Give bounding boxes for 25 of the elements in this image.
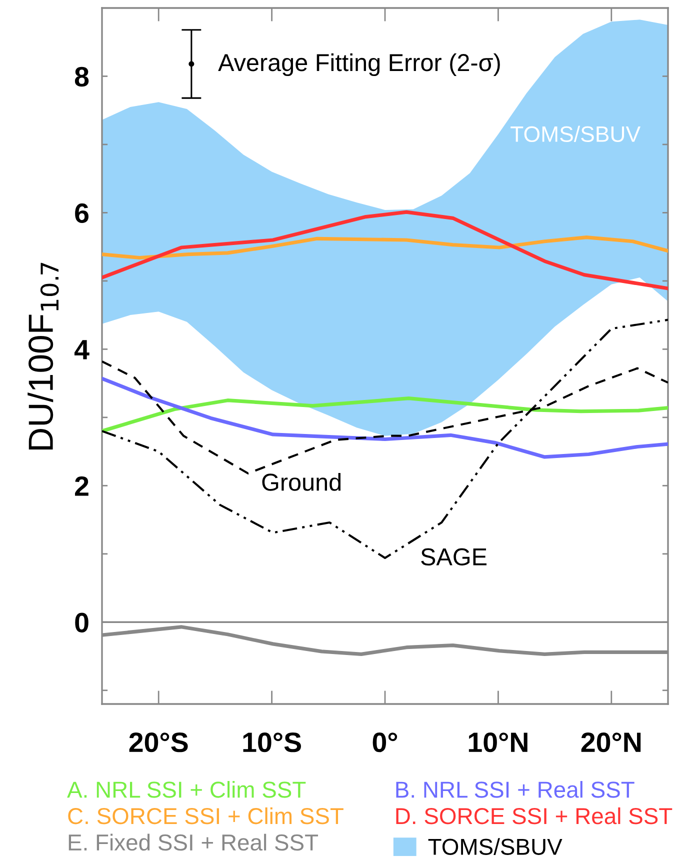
- text: B. NRL SSI + Real SST: [396, 781, 634, 798]
- x-tick-label: 10°S: [243, 732, 301, 752]
- y-tick-label: 4: [74, 340, 90, 360]
- y-axis-title: DU/100F$_{10.7}$: [28, 262, 59, 450]
- text: C. SORCE SSI + Clim SST: [68, 807, 344, 824]
- annotation: TOMS/SBUV: [510, 126, 640, 142]
- y-tick-label: 2: [75, 476, 88, 496]
- legend-label: TOMS/SBUV: [428, 838, 562, 855]
- annotation: Average Fitting Error (2-σ): [218, 53, 500, 76]
- line-series: [102, 396, 668, 433]
- y-tick-label: 0: [75, 612, 88, 632]
- text: A. NRL SSI + Clim SST: [67, 781, 306, 798]
- y-tick-label: 8: [74, 66, 89, 87]
- x-tick-label: 10°N: [468, 732, 528, 752]
- annotation: Ground: [262, 473, 341, 491]
- line-series: [102, 235, 668, 260]
- line-series: [102, 376, 668, 459]
- y-tick-label: 6: [75, 203, 88, 224]
- text: D. SORCE SSI + Real SST: [396, 807, 672, 824]
- line-series: [102, 210, 668, 290]
- text: E. Fixed SSI + Real SST: [68, 834, 318, 851]
- x-tick-label: 20°N: [581, 732, 641, 752]
- x-tick-label: 0°: [372, 732, 398, 752]
- x-tick-label: 20°S: [129, 732, 188, 752]
- annotation: SAGE: [421, 548, 486, 566]
